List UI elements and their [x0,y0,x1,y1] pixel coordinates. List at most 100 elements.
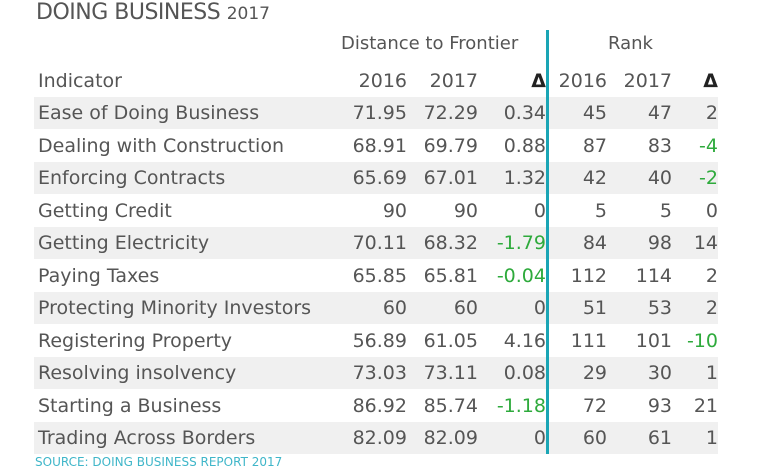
table-row: Dealing with Construction 68.91 69.79 0.88 8… [34,130,718,162]
table-row: Getting Electricity 70.11 68.32 -1.79 84 98 14 [34,227,718,259]
row-indicator: Getting Electricity [38,232,210,254]
cell-rank-2016: 111 [570,329,607,352]
cell-dtf-2016: 65.69 [352,167,407,189]
row-indicator: Enforcing Contracts [38,167,226,189]
column-divider [546,30,549,454]
page-title: DOING BUSINESS 2017 [36,0,270,25]
row-indicator: Paying Taxes [38,264,160,287]
cell-rank-2016: 112 [570,264,607,287]
cell-rank-2016: 29 [582,362,607,384]
cell-rank-2016: 42 [582,167,607,189]
row-indicator: Protecting Minority Investors [38,297,312,319]
table-header-row: Indicator 2016 2017 Δ 2016 2017 Δ [34,65,718,97]
cell-dtf-delta: 1.32 [503,167,546,189]
cell-rank-delta: 2 [705,297,718,319]
header-rank-delta: Δ [703,70,718,92]
cell-dtf-delta: 0.88 [503,134,546,157]
cell-dtf-2016: 90 [382,199,407,222]
cell-dtf-2017: 69.79 [423,134,478,157]
cell-rank-2016: 5 [594,199,607,222]
cell-dtf-2016: 82.09 [352,427,407,449]
cell-rank-delta: 2 [705,102,718,124]
table-row: Protecting Minority Investors 60 60 0 51 53 2 [34,292,718,324]
cell-rank-delta: -10 [686,329,718,352]
cell-rank-2017: 53 [647,297,672,319]
cell-dtf-2017: 85.74 [423,394,478,417]
row-indicator: Registering Property [38,329,233,352]
cell-dtf-delta: 0 [533,297,546,319]
cell-rank-2016: 87 [582,134,607,157]
cell-dtf-2017: 82.09 [423,427,478,449]
cell-dtf-2016: 56.89 [352,329,407,352]
header-dtf-delta: Δ [531,70,546,92]
cell-rank-2016: 60 [582,427,607,449]
cell-dtf-delta: -1.18 [496,394,546,417]
cell-dtf-2017: 73.11 [423,362,478,384]
cell-rank-2017: 114 [635,264,672,287]
cell-rank-delta: 21 [693,394,718,417]
header-rank-2017: 2017 [623,70,672,92]
cell-dtf-delta: 4.16 [503,329,546,352]
cell-dtf-2016: 70.11 [352,232,407,254]
title-year: 2017 [226,4,270,24]
row-indicator: Resolving insolvency [38,362,237,384]
cell-rank-2016: 84 [582,232,607,254]
cell-rank-2016: 72 [582,394,607,417]
cell-dtf-2017: 67.01 [423,167,478,189]
header-dtf-2017: 2017 [429,70,478,92]
title-main: DOING BUSINESS [36,0,221,25]
header-indicator: Indicator [38,70,122,92]
cell-dtf-2017: 60 [453,297,478,319]
cell-rank-delta: 0 [705,199,718,222]
cell-rank-delta: -2 [699,167,718,189]
row-indicator: Starting a Business [38,394,222,417]
row-indicator: Trading Across Borders [38,427,256,449]
cell-dtf-2017: 68.32 [423,232,478,254]
cell-rank-2017: 98 [647,232,672,254]
cell-rank-delta: 1 [705,427,718,449]
cell-rank-delta: 1 [705,362,718,384]
cell-rank-2017: 93 [647,394,672,417]
cell-dtf-2016: 65.85 [352,264,407,287]
table-row: Registering Property 56.89 61.05 4.16 111 101… [34,325,718,357]
header-rank-2016: 2016 [558,70,607,92]
cell-rank-2017: 61 [647,427,672,449]
row-indicator: Dealing with Construction [38,134,284,157]
cell-dtf-delta: 0 [533,427,546,449]
cell-rank-2017: 83 [647,134,672,157]
cell-rank-2016: 51 [582,297,607,319]
cell-rank-delta: 14 [693,232,718,254]
cell-dtf-2017: 65.81 [423,264,478,287]
row-indicator: Ease of Doing Business [38,102,260,124]
cell-dtf-2016: 73.03 [352,362,407,384]
cell-dtf-delta: 0.34 [503,102,546,124]
cell-dtf-delta: 0 [533,199,546,222]
cell-dtf-2017: 90 [453,199,478,222]
cell-rank-delta: 2 [705,264,718,287]
table-row: Enforcing Contracts 65.69 67.01 1.32 42 40 -2 [34,162,718,194]
cell-rank-2017: 30 [647,362,672,384]
table-row: Resolving insolvency 73.03 73.11 0.08 29 30 1 [34,357,718,389]
table-row: Paying Taxes 65.85 65.81 -0.04 112 114 2 [34,260,718,292]
header-dtf-2016: 2016 [358,70,407,92]
cell-rank-2016: 45 [582,102,607,124]
cell-rank-2017: 47 [647,102,672,124]
cell-dtf-2016: 71.95 [352,102,407,124]
cell-rank-2017: 101 [635,329,672,352]
table-row: Trading Across Borders 82.09 82.09 0 60 61 1 [34,422,718,454]
cell-dtf-delta: -1.79 [496,232,546,254]
source-note: SOURCE: DOING BUSINESS REPORT 2017 [35,455,283,469]
cell-dtf-2017: 72.29 [423,102,478,124]
cell-dtf-delta: -0.04 [496,264,546,287]
table-row: Getting Credit 90 90 0 5 5 0 [34,195,718,227]
cell-dtf-delta: 0.08 [503,362,546,384]
cell-rank-delta: -4 [699,134,718,157]
table-row: Starting a Business 86.92 85.74 -1.18 72 93 21 [34,390,718,422]
group-header-rank: Rank [608,33,653,54]
row-indicator: Getting Credit [38,199,172,222]
table-row: Ease of Doing Business 71.95 72.29 0.34 45 47… [34,97,718,129]
cell-dtf-2017: 61.05 [423,329,478,352]
cell-dtf-2016: 68.91 [352,134,407,157]
cell-dtf-2016: 86.92 [352,394,407,417]
cell-rank-2017: 40 [647,167,672,189]
